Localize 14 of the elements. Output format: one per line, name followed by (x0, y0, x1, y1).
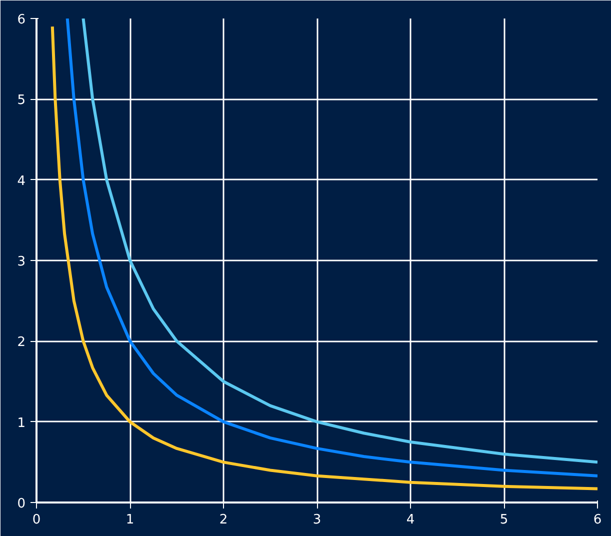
y-tick-label: 0 (17, 496, 26, 512)
y-tick-label: 3 (17, 254, 26, 270)
x-tick-label: 6 (593, 512, 602, 528)
x-tick-label: 0 (32, 512, 41, 528)
y-tick-label: 4 (17, 174, 26, 189)
y-tick-label: 6 (17, 12, 26, 28)
y-tick-label: 1 (17, 416, 26, 431)
x-tick-label: 1 (126, 512, 134, 528)
x-tick-label: 5 (500, 512, 508, 528)
y-tick-label: 2 (17, 335, 26, 350)
y-tick-label: 5 (17, 93, 26, 108)
x-tick-label: 4 (406, 512, 415, 528)
x-tick-label: 2 (219, 512, 228, 528)
x-tick-label: 3 (312, 512, 322, 528)
